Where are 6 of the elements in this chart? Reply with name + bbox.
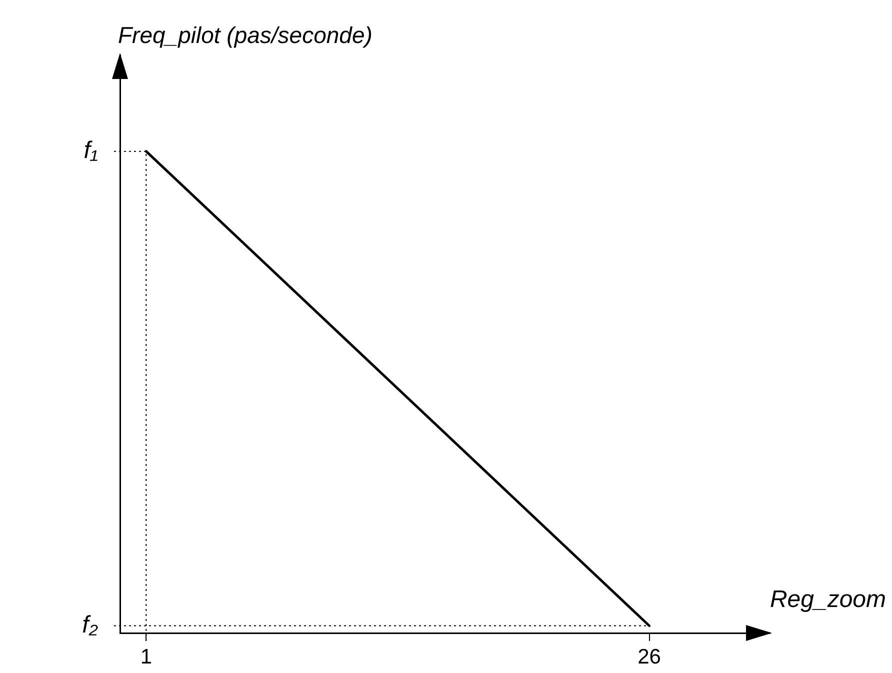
x-tick-label: 1 — [140, 645, 152, 668]
x-tick-label: 26 — [638, 645, 661, 668]
ref-line-label: f₁ — [84, 137, 98, 164]
x-axis-title: Reg_zoom — [770, 586, 886, 614]
y-axis-title: Freq_pilot (pas/seconde) — [118, 22, 372, 49]
ref-line-label: f₂ — [82, 611, 98, 638]
